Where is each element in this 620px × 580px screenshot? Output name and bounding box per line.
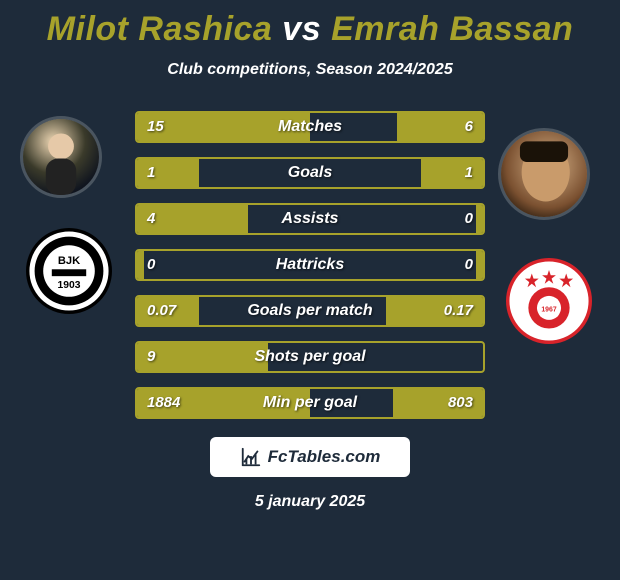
stat-row: 9Shots per goal [135,341,485,373]
stat-label: Hattricks [137,251,483,279]
club-crest-icon: 1967 [506,258,592,344]
svg-text:1967: 1967 [541,306,556,313]
player1-club-logo: BJK 1903 [26,228,112,314]
stat-label: Shots per goal [137,343,483,371]
page-title: Milot Rashica vs Emrah Bassan [0,0,620,49]
stat-label: Min per goal [137,389,483,417]
player2-club-logo: 1967 [506,258,592,344]
stat-row: 0.070.17Goals per match [135,295,485,327]
date-label: 5 january 2025 [0,493,620,511]
svg-text:BJK: BJK [58,255,80,267]
stat-label: Matches [137,113,483,141]
comparison-infographic: Milot Rashica vs Emrah Bassan Club compe… [0,0,620,580]
stat-row: 00Hattricks [135,249,485,281]
player1-avatar [20,116,102,198]
stats-bars-container: 156Matches 11Goals 40Assists 00Hattricks 0.0… [135,111,485,419]
stat-row: 11Goals [135,157,485,189]
player2-avatar [498,128,590,220]
chart-icon [240,446,262,468]
svg-text:1903: 1903 [58,280,81,291]
avatar-placeholder-icon [23,119,99,195]
player2-name: Emrah Bassan [331,10,573,48]
stat-label: Goals [137,159,483,187]
stat-label: Assists [137,205,483,233]
club-crest-icon: BJK 1903 [26,228,112,314]
watermark-text: FcTables.com [268,447,381,467]
subtitle: Club competitions, Season 2024/2025 [0,61,620,79]
vs-label: vs [282,10,321,48]
stat-row: 1884803Min per goal [135,387,485,419]
stat-row: 40Assists [135,203,485,235]
player1-name: Milot Rashica [47,10,273,48]
stat-row: 156Matches [135,111,485,143]
watermark: FcTables.com [210,437,410,477]
stat-label: Goals per match [137,297,483,325]
avatar-placeholder-icon [501,131,587,217]
